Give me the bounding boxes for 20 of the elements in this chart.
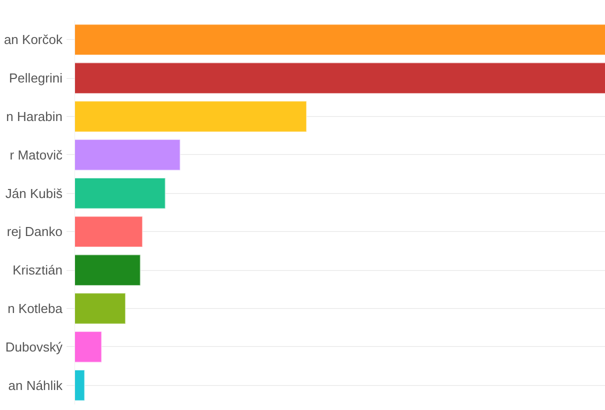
bar xyxy=(74,62,605,94)
bar xyxy=(74,177,166,210)
y-tick-label: Dubovský xyxy=(5,339,63,354)
bar xyxy=(74,24,605,56)
y-tick-label: rej Danko xyxy=(6,224,63,240)
y-tick-label: an Náhlik xyxy=(8,378,63,393)
y-tick-label: an Korčok xyxy=(4,32,63,48)
bar xyxy=(74,139,181,171)
bar xyxy=(74,331,102,363)
y-tick-label: n Kotleba xyxy=(8,301,64,316)
y-tick-label: Krisztián xyxy=(12,262,63,278)
y-tick-label: r Matovič xyxy=(10,147,63,162)
y-tick-label: n Harabin xyxy=(6,109,63,124)
y-tick-label: Ján Kubiš xyxy=(5,186,63,201)
y-tick-label: Pellegrini xyxy=(9,70,63,86)
bar xyxy=(74,254,141,286)
bar xyxy=(74,216,143,248)
bar xyxy=(74,100,308,132)
bar xyxy=(74,292,126,324)
bar xyxy=(74,369,86,402)
